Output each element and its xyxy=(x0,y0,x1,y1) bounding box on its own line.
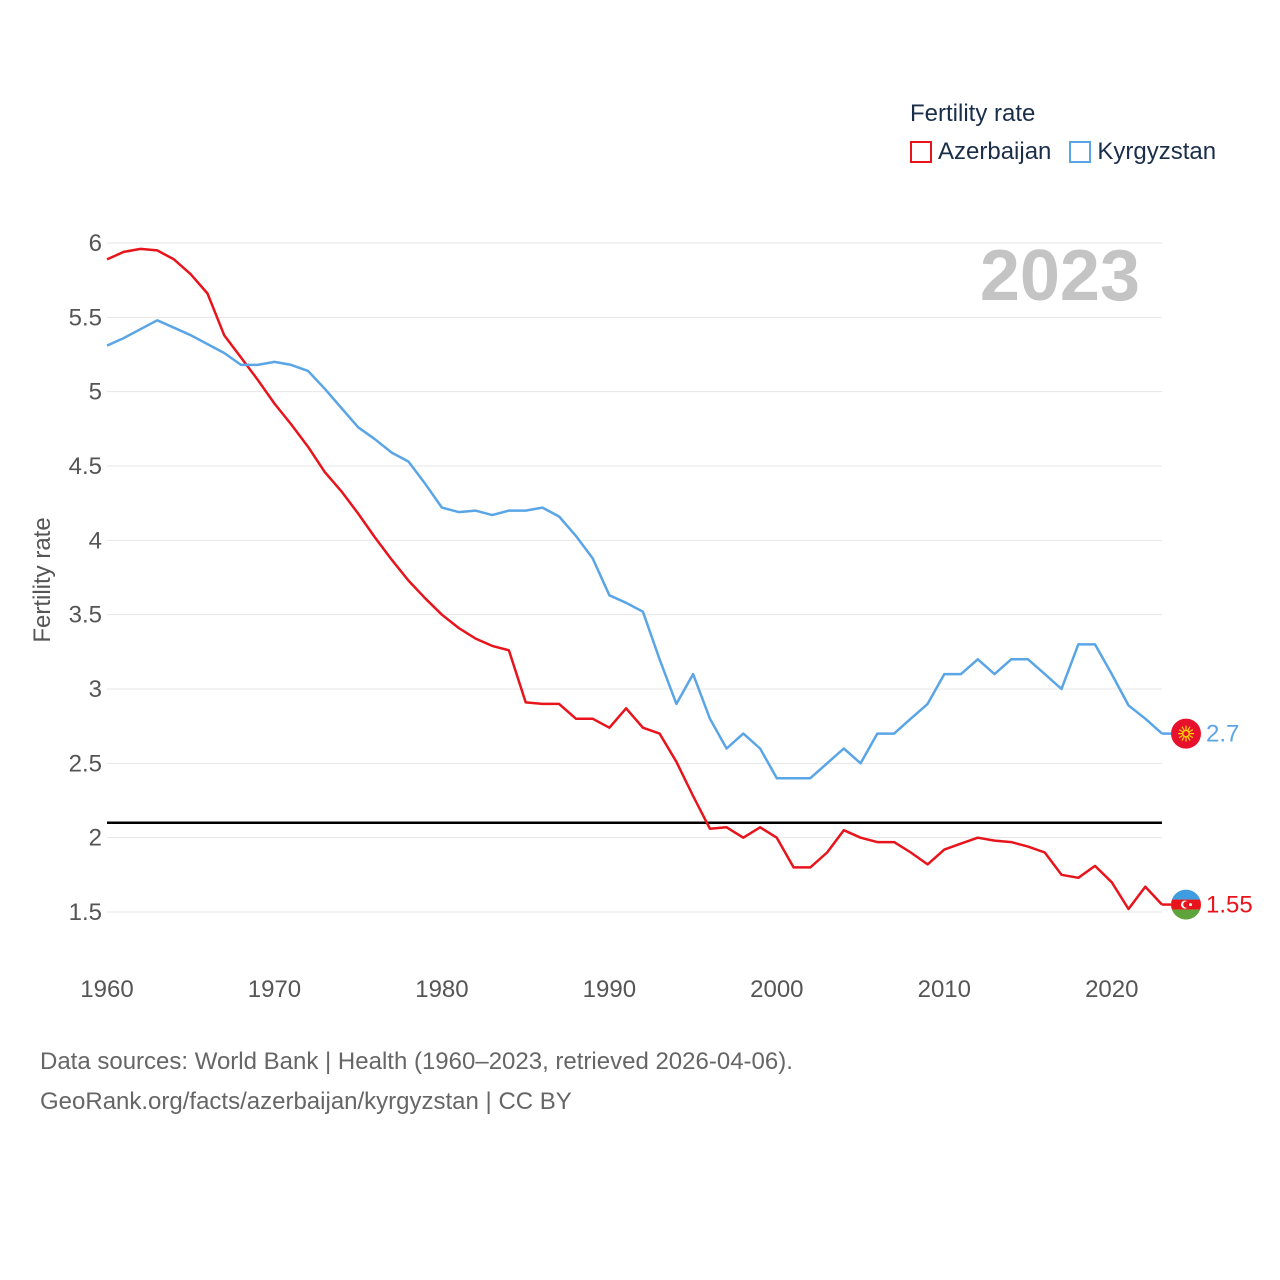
legend-label-kyrgyzstan: Kyrgyzstan xyxy=(1097,138,1217,165)
series-line-kyrgyzstan xyxy=(106,319,1163,780)
x-tick-label: 1970 xyxy=(248,976,301,1003)
attribution-link[interactable]: GeoRank.org/facts/azerbaijan/kyrgyzstan … xyxy=(40,1088,572,1115)
y-tick-label: 3 xyxy=(89,676,102,703)
x-tick-label: 1960 xyxy=(80,976,133,1003)
y-axis-ticks: 1.5 2 2.5 3 3.5 4 4.5 5 5.5 6 xyxy=(69,230,102,926)
azerbaijan-flag-icon xyxy=(1171,889,1201,920)
legend-title: Fertility rate xyxy=(910,100,1036,127)
gridlines xyxy=(107,242,1162,913)
end-value-label-azerbaijan: 1.55 xyxy=(1206,892,1253,919)
y-tick-label: 5 xyxy=(89,379,102,406)
y-tick-label: 6 xyxy=(89,230,102,257)
legend-swatch-azerbaijan xyxy=(910,141,932,163)
end-value-label-kyrgyzstan: 2.7 xyxy=(1206,721,1239,748)
legend-item-azerbaijan[interactable]: Azerbaijan xyxy=(910,138,1051,166)
series-lines xyxy=(106,247,1163,911)
x-tick-label: 1980 xyxy=(415,976,468,1003)
y-tick-label: 3.5 xyxy=(69,602,102,629)
data-source-text: Data sources: World Bank | Health (1960–… xyxy=(40,1048,793,1075)
x-axis-ticks: 1960 1970 1980 1990 2000 2010 2020 xyxy=(80,976,1138,1003)
kyrgyzstan-flag-icon xyxy=(1171,718,1201,749)
x-tick-label: 1990 xyxy=(583,976,636,1003)
year-watermark: 2023 xyxy=(980,236,1140,316)
x-tick-label: 2010 xyxy=(918,976,971,1003)
series-line-azerbaijan xyxy=(106,247,1163,911)
y-tick-label: 2.5 xyxy=(69,750,102,777)
x-tick-label: 2000 xyxy=(750,976,803,1003)
y-tick-label: 4 xyxy=(89,527,102,554)
series-end-markers: 1.55 2.7 xyxy=(1162,718,1253,920)
y-axis-title: Fertility rate xyxy=(29,517,56,642)
legend-label-azerbaijan: Azerbaijan xyxy=(938,138,1052,165)
legend-swatch-kyrgyzstan xyxy=(1069,141,1092,163)
x-tick-label: 2020 xyxy=(1085,976,1138,1003)
legend-item-kyrgyzstan[interactable]: Kyrgyzstan xyxy=(1069,138,1216,166)
y-tick-label: 5.5 xyxy=(69,304,102,331)
y-tick-label: 2 xyxy=(89,825,102,852)
y-tick-label: 4.5 xyxy=(69,453,102,480)
footer: Data sources: World Bank | Health (1960–… xyxy=(40,1042,793,1122)
legend: Fertility rate Azerbaijan Kyrgyzstan xyxy=(910,100,1216,166)
y-tick-label: 1.5 xyxy=(69,899,102,926)
